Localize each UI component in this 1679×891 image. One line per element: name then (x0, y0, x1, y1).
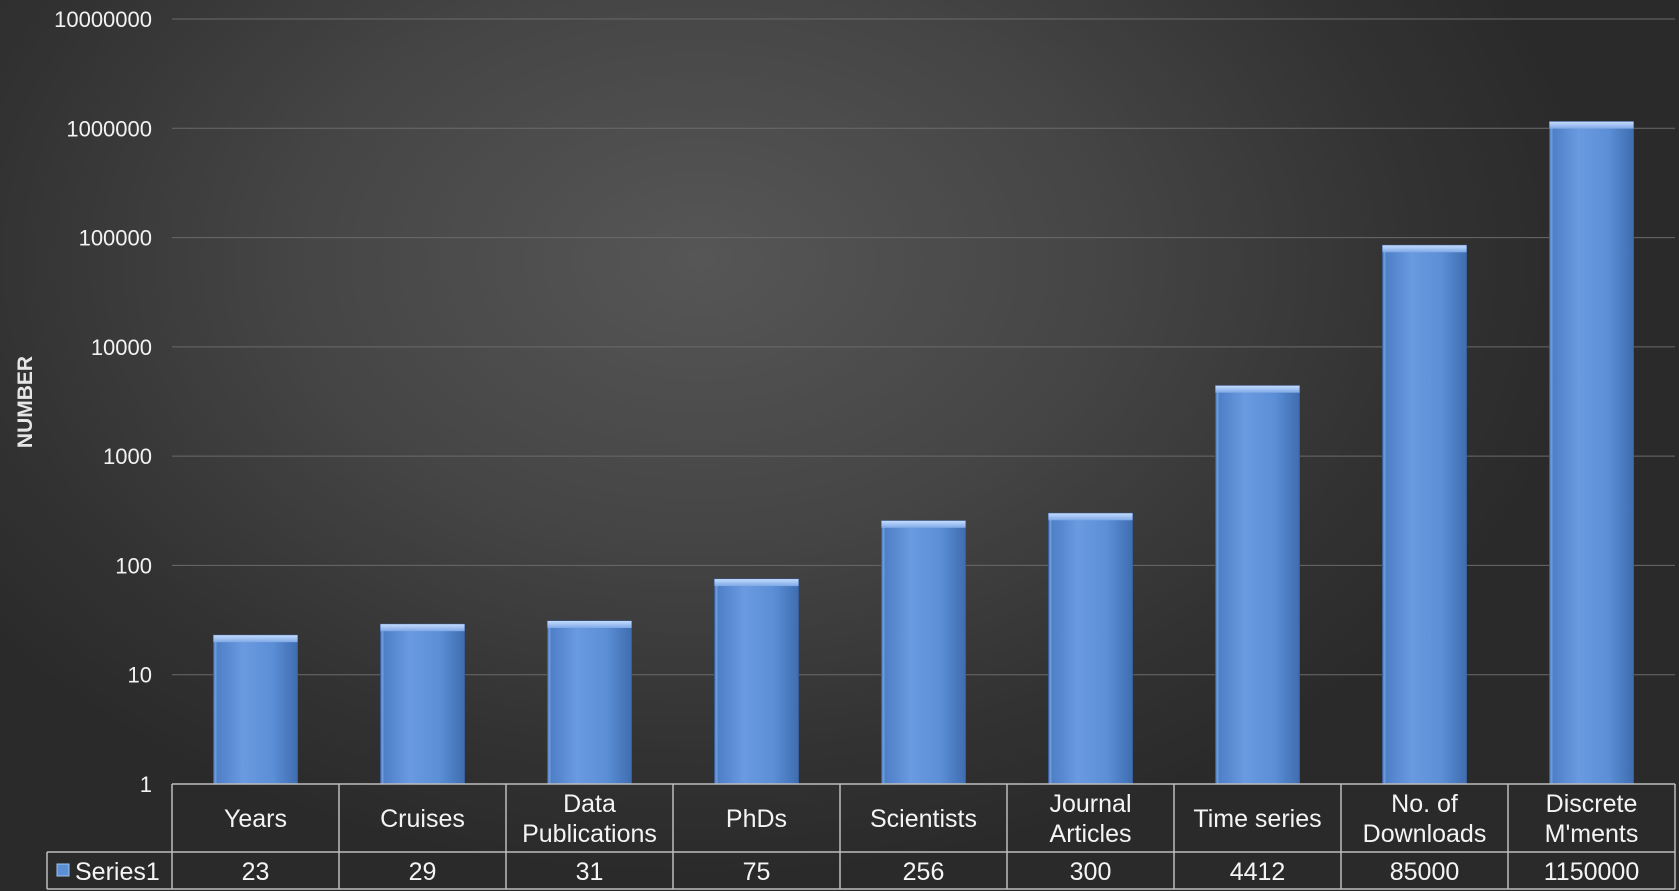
gridlines (172, 18, 1675, 676)
bar-cap (1048, 513, 1133, 521)
data-label: 29 (409, 858, 437, 886)
bar (714, 578, 799, 785)
y-tick-label: 1000000 (66, 116, 152, 141)
category-label: Scientists (870, 805, 977, 833)
category-label-line: M'ments (1545, 820, 1639, 848)
bar-body (1048, 512, 1133, 785)
data-label: 75 (743, 858, 771, 886)
bar-cap (380, 624, 465, 632)
bar (1048, 512, 1133, 785)
bar (380, 623, 465, 785)
y-axis-label: NUMBER (14, 356, 37, 448)
category-label: No. of Downloads (1363, 790, 1487, 848)
y-tick-label: 1 (140, 772, 152, 797)
bars (213, 121, 1634, 785)
bar-cap (547, 621, 632, 629)
y-tick-label: 100000 (79, 226, 152, 251)
legend-key (56, 863, 70, 877)
category-label: PhDs (726, 805, 787, 833)
data-label: 31 (576, 858, 604, 886)
bar (547, 620, 632, 785)
bar (213, 634, 298, 785)
category-label-line: Publications (522, 820, 657, 848)
y-tick-label: 10000 (91, 335, 152, 360)
category-label-line: Downloads (1363, 820, 1487, 848)
y-tick-label: 1000 (103, 444, 152, 469)
bar-body (380, 623, 465, 785)
bar (1549, 121, 1634, 785)
category-label: Journal Articles (1050, 790, 1132, 848)
bar-cap (1549, 121, 1634, 129)
bar (881, 520, 966, 785)
category-label-line: Discrete (1546, 790, 1638, 818)
bar-cap (714, 579, 799, 587)
y-tick-label: 10 (128, 663, 152, 688)
y-tick-label: 10000000 (54, 7, 152, 32)
category-label-line: Journal (1050, 790, 1132, 818)
category-label-line: Articles (1050, 820, 1132, 848)
legend-series-name: Series1 (75, 858, 160, 886)
data-label: 4412 (1230, 858, 1286, 886)
bar-body (1382, 244, 1467, 785)
bar-body (1215, 385, 1300, 785)
category-label-line: Data (563, 790, 616, 818)
category-label: Data Publications (522, 790, 657, 848)
category-label: Time series (1193, 805, 1321, 833)
bar-body (881, 520, 966, 785)
bar (1215, 385, 1300, 785)
category-label-line: No. of (1391, 790, 1458, 818)
y-tick-labels: 1 10 100 1000 10000 100000 1000000 10000000 (54, 7, 152, 797)
bar-cap (213, 635, 298, 643)
bar-body (1549, 121, 1634, 785)
bar (1382, 244, 1467, 785)
data-label: 300 (1070, 858, 1112, 886)
category-label: Discrete M'ments (1545, 790, 1639, 848)
data-label: 23 (242, 858, 270, 886)
data-label: 85000 (1390, 858, 1460, 886)
bar-cap (1215, 385, 1300, 393)
category-label: Years (224, 805, 287, 833)
data-label: 1150000 (1544, 858, 1639, 886)
data-label: 256 (903, 858, 945, 886)
bar-cap (1382, 245, 1467, 253)
bar-cap (881, 520, 966, 528)
category-label: Cruises (380, 805, 465, 833)
bar-body (213, 634, 298, 785)
y-tick-label: 100 (115, 553, 152, 578)
bar-body (547, 620, 632, 785)
bar-body (714, 578, 799, 785)
data-table: Years Cruises Data Publications PhDs Scientis… (46, 783, 1676, 890)
